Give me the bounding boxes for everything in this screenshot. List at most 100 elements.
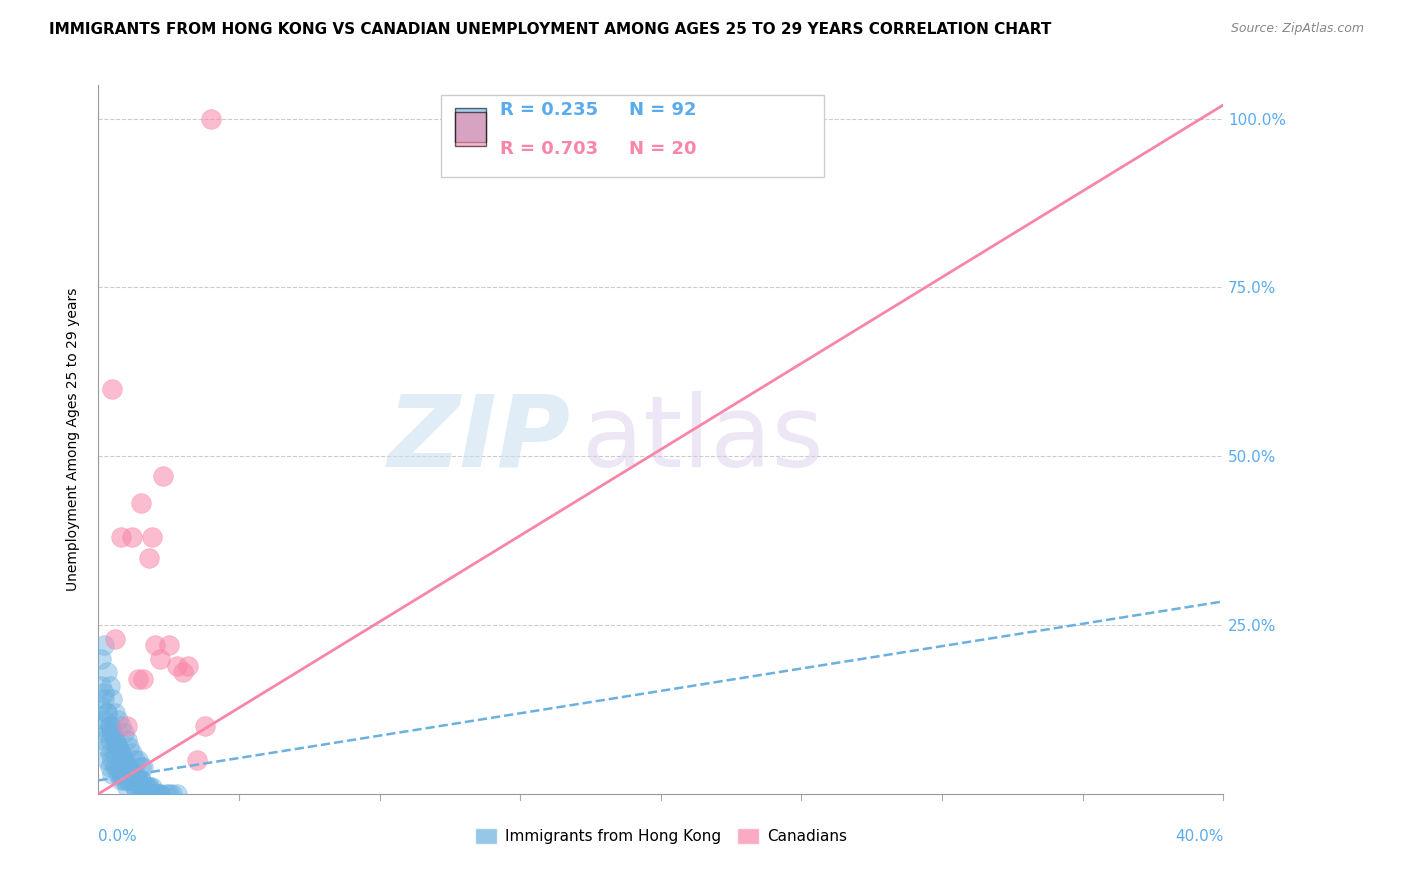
Point xyxy=(101,766,124,780)
Point xyxy=(129,773,152,788)
Point xyxy=(127,753,149,767)
Text: 40.0%: 40.0% xyxy=(1175,830,1223,845)
Point xyxy=(107,739,129,754)
Point xyxy=(112,766,135,780)
Point xyxy=(143,787,166,801)
Point xyxy=(121,766,143,780)
Text: N = 92: N = 92 xyxy=(630,101,697,119)
Point xyxy=(104,706,127,720)
Point xyxy=(96,706,118,720)
Point xyxy=(98,719,121,733)
Point xyxy=(177,658,200,673)
FancyBboxPatch shape xyxy=(456,112,486,146)
Point xyxy=(101,726,124,740)
Point xyxy=(127,773,149,788)
Point xyxy=(129,780,152,794)
Point xyxy=(104,632,127,646)
Point xyxy=(115,780,138,794)
Point xyxy=(115,760,138,774)
Text: IMMIGRANTS FROM HONG KONG VS CANADIAN UNEMPLOYMENT AMONG AGES 25 TO 29 YEARS COR: IMMIGRANTS FROM HONG KONG VS CANADIAN UN… xyxy=(49,22,1052,37)
Point xyxy=(146,787,169,801)
Point xyxy=(121,747,143,761)
FancyBboxPatch shape xyxy=(441,95,824,177)
Point xyxy=(149,787,172,801)
Point xyxy=(135,780,157,794)
FancyBboxPatch shape xyxy=(456,108,486,142)
Point xyxy=(141,530,163,544)
Point xyxy=(118,773,141,788)
Point xyxy=(96,665,118,680)
Point xyxy=(124,780,146,794)
Point xyxy=(93,713,115,727)
Point xyxy=(118,739,141,754)
Point xyxy=(110,719,132,733)
Point xyxy=(93,685,115,699)
Point xyxy=(127,780,149,794)
Point xyxy=(112,726,135,740)
Point xyxy=(93,732,115,747)
Point xyxy=(110,766,132,780)
Point xyxy=(104,747,127,761)
Point xyxy=(90,719,112,733)
Point xyxy=(93,638,115,652)
Point xyxy=(129,773,152,788)
Point xyxy=(101,382,124,396)
Point xyxy=(143,787,166,801)
Point xyxy=(132,672,155,686)
Point xyxy=(104,732,127,747)
Point xyxy=(121,766,143,780)
Point xyxy=(132,780,155,794)
Point xyxy=(110,747,132,761)
Point xyxy=(98,732,121,747)
Point xyxy=(141,780,163,794)
Point xyxy=(107,713,129,727)
Point xyxy=(115,732,138,747)
Point xyxy=(110,773,132,788)
Point xyxy=(172,665,194,680)
Point xyxy=(160,787,183,801)
Point xyxy=(112,753,135,767)
Point xyxy=(166,787,188,801)
Point xyxy=(98,760,121,774)
Text: R = 0.703: R = 0.703 xyxy=(501,140,598,158)
Point xyxy=(115,760,138,774)
Point xyxy=(107,766,129,780)
Y-axis label: Unemployment Among Ages 25 to 29 years: Unemployment Among Ages 25 to 29 years xyxy=(66,287,80,591)
Point xyxy=(200,112,222,126)
Point xyxy=(152,469,174,483)
Point xyxy=(121,530,143,544)
Legend: Immigrants from Hong Kong, Canadians: Immigrants from Hong Kong, Canadians xyxy=(468,822,853,850)
Point xyxy=(98,679,121,693)
Point xyxy=(98,747,121,761)
Text: 0.0%: 0.0% xyxy=(98,830,138,845)
Point xyxy=(124,766,146,780)
Point xyxy=(121,773,143,788)
Point xyxy=(96,753,118,767)
Point xyxy=(135,780,157,794)
Point xyxy=(166,658,188,673)
Point xyxy=(132,760,155,774)
Point xyxy=(127,773,149,788)
Point xyxy=(112,753,135,767)
Point xyxy=(96,726,118,740)
Point xyxy=(149,652,172,666)
Point xyxy=(101,753,124,767)
Text: Source: ZipAtlas.com: Source: ZipAtlas.com xyxy=(1230,22,1364,36)
Point xyxy=(90,699,112,714)
Point xyxy=(112,773,135,788)
Point xyxy=(149,787,172,801)
Point xyxy=(138,550,160,565)
Point xyxy=(90,652,112,666)
Point xyxy=(132,780,155,794)
Point xyxy=(141,787,163,801)
Point xyxy=(107,760,129,774)
Point xyxy=(110,530,132,544)
Point xyxy=(138,780,160,794)
Point xyxy=(118,766,141,780)
Point xyxy=(93,692,115,706)
Point xyxy=(115,773,138,788)
Point xyxy=(96,739,118,754)
Point xyxy=(155,787,177,801)
Point xyxy=(157,787,180,801)
Point xyxy=(115,760,138,774)
